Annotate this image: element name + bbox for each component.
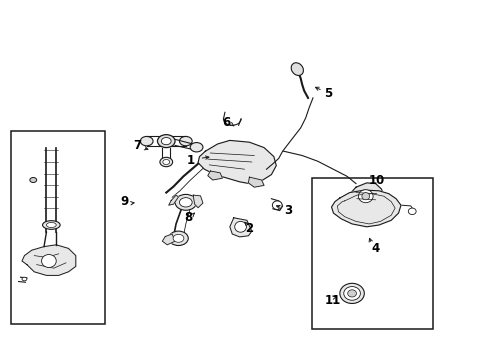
Text: 10: 10 <box>367 174 384 186</box>
Polygon shape <box>229 218 251 237</box>
Ellipse shape <box>347 290 356 297</box>
Ellipse shape <box>361 193 369 200</box>
Ellipse shape <box>173 234 183 242</box>
Polygon shape <box>162 234 175 245</box>
Text: 5: 5 <box>324 87 332 100</box>
Ellipse shape <box>161 138 171 145</box>
Ellipse shape <box>41 255 56 267</box>
Text: 2: 2 <box>245 222 253 235</box>
Ellipse shape <box>179 198 192 207</box>
Ellipse shape <box>42 221 60 229</box>
Ellipse shape <box>343 287 360 300</box>
Ellipse shape <box>234 221 246 232</box>
Polygon shape <box>331 190 400 227</box>
Ellipse shape <box>168 231 188 246</box>
Text: 3: 3 <box>284 204 292 217</box>
Text: 4: 4 <box>371 242 379 255</box>
Text: 9: 9 <box>121 195 128 208</box>
Text: 7: 7 <box>133 139 141 152</box>
Text: 8: 8 <box>184 211 192 224</box>
Ellipse shape <box>30 177 37 183</box>
Polygon shape <box>22 245 76 275</box>
Ellipse shape <box>291 63 303 76</box>
Ellipse shape <box>272 201 282 210</box>
Polygon shape <box>248 177 264 187</box>
Text: 11: 11 <box>324 294 340 307</box>
Ellipse shape <box>358 190 372 203</box>
Ellipse shape <box>22 277 27 281</box>
Ellipse shape <box>407 208 415 215</box>
Ellipse shape <box>190 143 203 152</box>
Ellipse shape <box>140 136 153 146</box>
Ellipse shape <box>157 135 175 148</box>
Text: 6: 6 <box>222 116 229 129</box>
Polygon shape <box>198 140 276 184</box>
Bar <box>11 131 105 324</box>
Ellipse shape <box>46 222 56 228</box>
Polygon shape <box>168 195 178 205</box>
Bar <box>311 178 432 329</box>
Ellipse shape <box>160 157 172 167</box>
Ellipse shape <box>179 136 192 146</box>
Polygon shape <box>207 171 222 180</box>
Text: 1: 1 <box>186 154 194 167</box>
Polygon shape <box>349 183 383 211</box>
Ellipse shape <box>339 283 364 303</box>
Polygon shape <box>193 195 203 208</box>
Ellipse shape <box>163 159 169 165</box>
Ellipse shape <box>175 194 196 210</box>
